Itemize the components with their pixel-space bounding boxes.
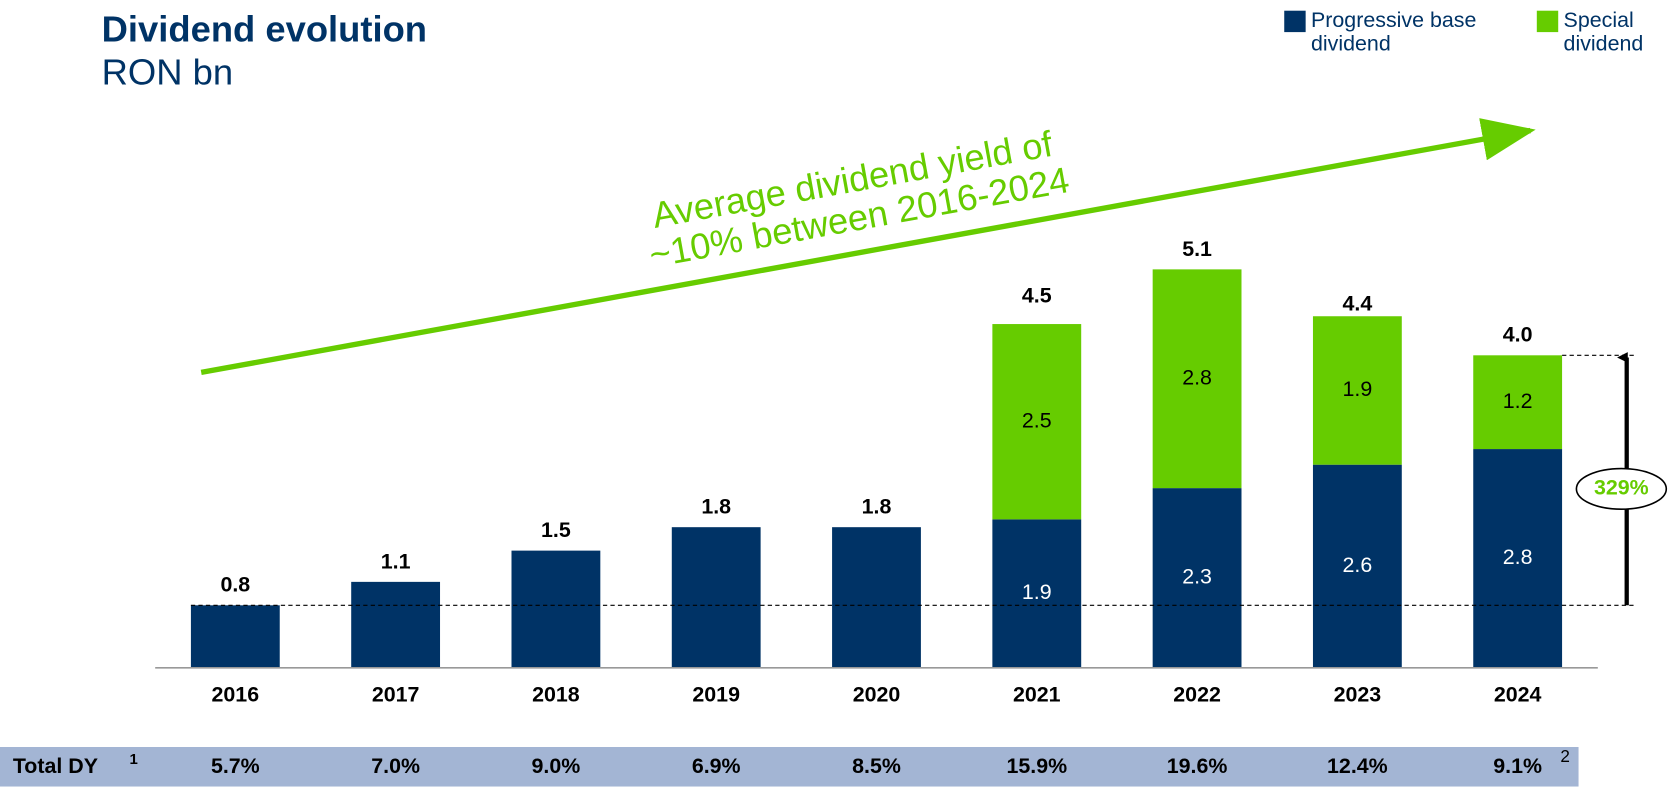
chart-subtitle: RON bn [102,52,233,93]
legend-swatch [1536,10,1559,33]
x-tick-label: 2022 [1173,682,1221,706]
x-tick-label: 2018 [532,682,580,706]
dy-value: 9.0% [532,754,581,778]
total-label: 5.1 [1182,237,1212,261]
segment-label: 2.5 [1022,408,1052,432]
segment-label: 2.6 [1342,553,1372,577]
chart-title: Dividend evolution [102,9,427,50]
bar-segment [992,519,1082,668]
dy-value: 12.4% [1327,754,1388,778]
dy-value: 5.7% [211,754,260,778]
total-label: 1.1 [381,549,411,573]
x-tick-label: 2016 [212,682,260,706]
x-tick-label: 2023 [1334,682,1382,706]
x-tick-label: 2021 [1013,682,1061,706]
total-label: 1.8 [862,495,892,519]
segment-label: 1.2 [1503,389,1533,413]
dy-value: 7.0% [371,754,420,778]
bar-segment [351,581,441,668]
segment-label: 2.8 [1182,365,1212,389]
dy-value: 19.6% [1167,754,1228,778]
legend-swatch [1284,10,1306,33]
x-tick-label: 2024 [1494,682,1542,706]
segment-label: 1.9 [1022,580,1052,604]
bar-segment [832,527,921,668]
dy-label: Total DY [13,754,98,778]
bar-segment [1152,269,1242,489]
bar-segment [1152,488,1242,668]
bar-segment [1312,316,1402,465]
growth-callout [1575,467,1668,511]
trend-arrow [200,118,1536,376]
x-tick-label: 2020 [853,682,901,706]
dy-value: 8.5% [852,754,901,778]
dy-note: 2 [1560,747,1570,766]
legend-label: Special dividend [1563,8,1644,56]
bar-segment [1473,355,1563,450]
dy-note: 1 [129,751,137,768]
total-label: 1.8 [701,495,731,519]
segment-label: 1.9 [1342,377,1372,401]
total-label: 4.0 [1503,323,1533,347]
legend-label: Progressive base dividend [1310,8,1477,56]
segment-label: 2.3 [1182,565,1212,589]
total-label: 4.5 [1022,284,1052,308]
total-label: 1.5 [541,518,571,542]
dy-value: 15.9% [1006,754,1067,778]
dy-row-bg [0,746,1579,787]
x-tick-label: 2019 [692,682,740,706]
dy-value: 6.9% [692,754,741,778]
bar-segment [992,324,1082,520]
bar-segment [1312,464,1402,668]
total-label: 0.8 [220,573,250,597]
total-label: 4.4 [1342,291,1372,315]
bar-segment [190,605,280,668]
segment-label: 2.8 [1503,545,1533,569]
bar-segment [511,550,601,668]
growth-label: 329% [1594,476,1649,500]
bar-segment [1473,449,1563,668]
bar-segment [671,527,761,668]
dy-value: 9.1% [1493,754,1542,778]
x-tick-label: 2017 [372,682,420,706]
